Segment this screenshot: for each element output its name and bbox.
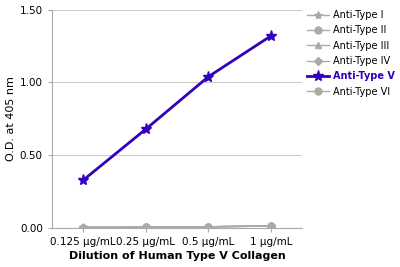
Anti-Type I: [269, 225, 274, 228]
Anti-Type VI: [269, 224, 274, 227]
X-axis label: Dilution of Human Type V Collagen: Dilution of Human Type V Collagen: [69, 252, 286, 261]
Anti-Type III: [81, 226, 86, 229]
Anti-Type II: [144, 226, 148, 229]
Anti-Type I: [144, 226, 148, 229]
Line: Anti-Type III: Anti-Type III: [80, 223, 274, 231]
Anti-Type I: [81, 226, 86, 229]
Anti-Type VI: [144, 226, 148, 229]
Line: Anti-Type VI: Anti-Type VI: [80, 222, 274, 231]
Anti-Type VI: [81, 226, 86, 229]
Line: Anti-Type V: Anti-Type V: [78, 30, 277, 186]
Anti-Type V: [144, 128, 148, 131]
Anti-Type II: [269, 225, 274, 228]
Anti-Type V: [269, 34, 274, 37]
Line: Anti-Type II: Anti-Type II: [80, 223, 274, 231]
Legend: Anti-Type I, Anti-Type II, Anti-Type III, Anti-Type IV, Anti-Type V, Anti-Type V: Anti-Type I, Anti-Type II, Anti-Type III…: [307, 10, 394, 97]
Anti-Type II: [206, 225, 211, 228]
Anti-Type VI: [206, 225, 211, 228]
Y-axis label: O.D. at 405 nm: O.D. at 405 nm: [6, 76, 16, 161]
Anti-Type IV: [144, 226, 148, 229]
Anti-Type III: [206, 225, 211, 228]
Anti-Type IV: [81, 226, 86, 229]
Anti-Type III: [269, 225, 274, 228]
Anti-Type II: [81, 226, 86, 229]
Anti-Type V: [206, 75, 211, 78]
Line: Anti-Type I: Anti-Type I: [79, 222, 275, 231]
Anti-Type I: [206, 225, 211, 228]
Line: Anti-Type IV: Anti-Type IV: [80, 223, 274, 230]
Anti-Type V: [81, 179, 86, 182]
Anti-Type IV: [269, 224, 274, 227]
Anti-Type IV: [206, 225, 211, 228]
Anti-Type III: [144, 226, 148, 229]
